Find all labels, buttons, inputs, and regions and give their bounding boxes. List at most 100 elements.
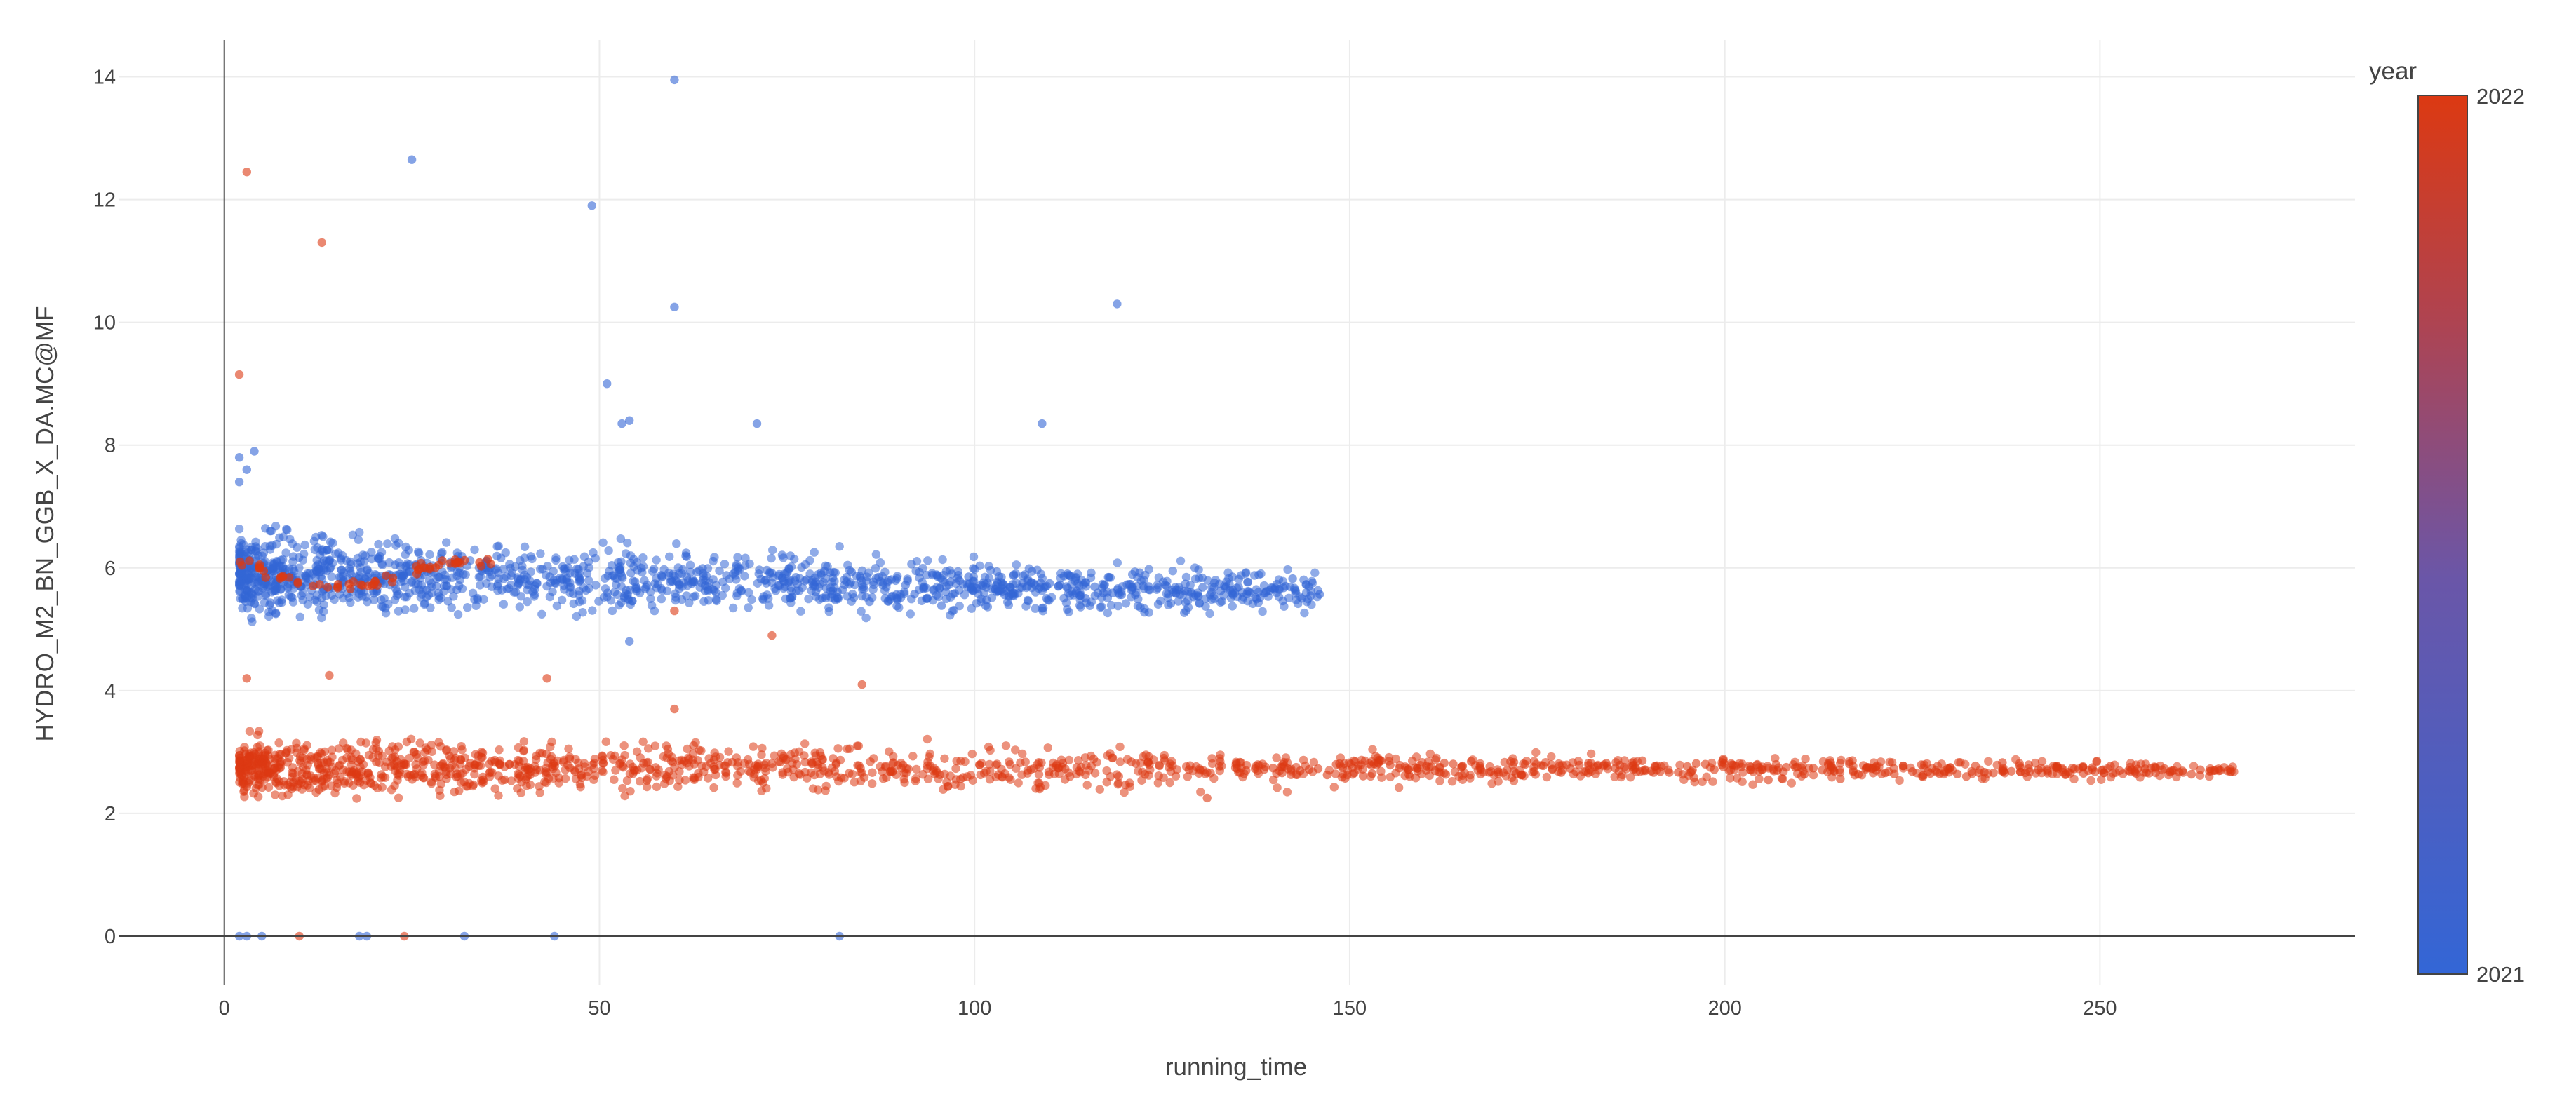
data-point [928, 766, 938, 776]
data-point [622, 776, 632, 785]
data-point [283, 790, 293, 799]
data-point [1081, 594, 1090, 603]
data-point [442, 538, 451, 547]
data-point [382, 757, 391, 767]
data-point [1043, 743, 1053, 752]
data-point [306, 752, 316, 762]
data-point [391, 541, 401, 550]
data-point [929, 585, 939, 594]
data-point [476, 761, 485, 770]
data-point [298, 555, 308, 565]
data-point [835, 542, 844, 551]
data-point [1350, 769, 1359, 778]
data-point [756, 574, 765, 583]
data-point [1012, 560, 1021, 569]
data-point [1376, 766, 1386, 776]
data-point [836, 755, 845, 765]
data-point [237, 561, 246, 570]
data-point [546, 755, 556, 764]
data-point [670, 302, 679, 311]
data-point [618, 574, 627, 583]
data-point [251, 537, 260, 546]
data-point [2106, 772, 2116, 782]
data-point [767, 578, 777, 587]
data-point [1646, 766, 1656, 776]
data-point [411, 759, 420, 769]
data-point [643, 744, 653, 753]
data-point [565, 578, 575, 588]
data-point [354, 593, 363, 602]
data-point [1512, 769, 1521, 778]
data-point [826, 593, 836, 602]
data-point [967, 604, 977, 613]
data-point [618, 783, 627, 793]
data-point [1980, 768, 1989, 777]
data-point [504, 583, 514, 593]
data-point [1008, 590, 1018, 600]
data-point [817, 593, 827, 603]
data-point [410, 769, 420, 779]
data-point [1447, 777, 1457, 786]
data-point [733, 762, 742, 771]
data-point [268, 541, 277, 550]
data-point [1591, 769, 1600, 778]
data-point [725, 574, 734, 583]
data-point [1125, 782, 1134, 792]
data-point [1095, 785, 1105, 794]
data-point [1018, 579, 1027, 588]
data-point [1341, 774, 1350, 783]
data-point [530, 762, 539, 771]
data-point [1103, 608, 1113, 618]
x-tick-label: 100 [958, 997, 991, 1020]
data-point [545, 572, 554, 581]
data-point [762, 565, 772, 575]
data-point [591, 581, 601, 590]
data-point [956, 781, 965, 791]
data-point [703, 564, 713, 573]
data-point [1315, 590, 1324, 599]
data-point [1557, 768, 1566, 777]
data-point [487, 757, 496, 766]
data-point [434, 588, 443, 597]
data-point [1135, 568, 1144, 577]
data-point [507, 571, 516, 581]
data-point [1809, 764, 1818, 773]
data-point [295, 563, 304, 572]
data-point [271, 766, 281, 775]
data-point [1421, 766, 1431, 775]
data-point [2069, 774, 2079, 784]
data-point [1273, 783, 1282, 792]
data-point [646, 587, 655, 596]
data-point [1454, 771, 1463, 781]
data-point [1895, 776, 1904, 785]
data-point [561, 774, 570, 783]
data-point [777, 550, 787, 560]
data-point [243, 766, 253, 776]
data-point [460, 555, 469, 565]
data-point [764, 601, 774, 610]
x-tick-label: 200 [1708, 997, 1741, 1020]
data-point [630, 766, 639, 776]
data-point [1261, 588, 1270, 597]
data-point [2092, 757, 2102, 766]
data-point [1665, 768, 1674, 777]
data-point [305, 593, 314, 602]
data-point [279, 572, 288, 581]
data-point [1252, 595, 1261, 604]
data-point [600, 574, 610, 583]
data-point [838, 585, 847, 595]
data-point [535, 788, 544, 797]
data-point [552, 601, 562, 611]
data-point [1566, 764, 1575, 774]
data-point [955, 576, 965, 586]
data-point [260, 542, 270, 551]
data-point [327, 781, 336, 790]
data-point [1176, 556, 1186, 565]
data-point [372, 757, 381, 766]
data-point [575, 597, 584, 607]
data-point [1798, 761, 1807, 771]
data-point [577, 770, 586, 779]
data-point [721, 771, 730, 781]
data-point [1933, 762, 1943, 771]
data-point [946, 771, 955, 781]
